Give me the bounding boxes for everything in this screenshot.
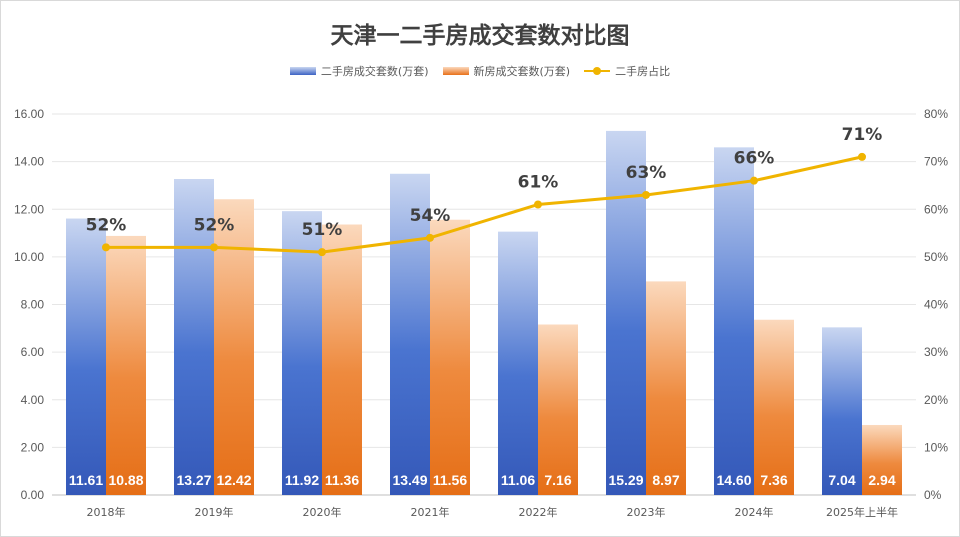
x-tick-label: 2019年 bbox=[195, 505, 234, 519]
bar-value-label-secondhand: 11.92 bbox=[285, 472, 319, 488]
ratio-point bbox=[102, 243, 110, 252]
bar-value-label-new: 7.16 bbox=[544, 472, 571, 488]
y-left-tick-label: 2.00 bbox=[21, 440, 45, 454]
ratio-point bbox=[750, 176, 758, 185]
y-right-tick-label: 30% bbox=[924, 345, 948, 359]
legend-swatch-ratio bbox=[584, 67, 611, 75]
bar-secondhand bbox=[66, 218, 106, 496]
ratio-point bbox=[642, 190, 650, 199]
bar-value-label-new: 12.42 bbox=[216, 472, 251, 488]
bar-new bbox=[862, 424, 902, 495]
bar-value-label-secondhand: 11.06 bbox=[501, 472, 535, 488]
bar-secondhand bbox=[606, 130, 646, 496]
y-left-tick-label: 0.00 bbox=[21, 488, 45, 502]
bar-value-label-secondhand: 15.29 bbox=[608, 472, 643, 488]
bar-value-label-new: 8.97 bbox=[652, 472, 679, 488]
y-left-tick-label: 16.00 bbox=[14, 107, 44, 121]
ratio-line bbox=[106, 155, 863, 254]
legend-label-secondhand: 二手房成交套数(万套) bbox=[320, 65, 429, 78]
legend-swatch-new bbox=[442, 67, 469, 75]
bar-secondhand bbox=[822, 327, 862, 495]
legend-swatch-secondhand bbox=[289, 67, 316, 75]
legend-item-new: 新房成交套数(万套) bbox=[442, 63, 571, 79]
bar-value-label-secondhand: 13.27 bbox=[176, 472, 211, 488]
y-left-tick-label: 6.00 bbox=[21, 345, 45, 359]
bar-value-label-new: 11.56 bbox=[433, 472, 467, 488]
ratio-point bbox=[210, 243, 218, 252]
bar-value-label-secondhand: 11.61 bbox=[69, 472, 103, 488]
y-right-tick-label: 80% bbox=[924, 107, 948, 121]
y-right-tick-label: 50% bbox=[924, 250, 948, 264]
bar-value-label-secondhand: 14.60 bbox=[716, 472, 751, 488]
ratio-point bbox=[858, 152, 866, 161]
legend-item-secondhand: 二手房成交套数(万套) bbox=[289, 63, 429, 79]
legend-label-ratio: 二手房占比 bbox=[615, 65, 671, 78]
y-right-tick-label: 60% bbox=[924, 202, 948, 216]
bar-value-label-new: 2.94 bbox=[868, 472, 895, 488]
x-tick-label: 2024年 bbox=[735, 505, 774, 519]
ratio-value-label: 61% bbox=[518, 172, 559, 192]
ratio-point bbox=[426, 233, 434, 242]
bar-new bbox=[538, 324, 578, 495]
y-left-tick-label: 4.00 bbox=[21, 393, 45, 407]
bar-new bbox=[646, 281, 686, 495]
x-tick-label: 2021年 bbox=[411, 505, 450, 519]
bar-secondhand bbox=[390, 173, 430, 495]
x-tick-label: 2025年上半年 bbox=[826, 505, 898, 519]
bar-value-label-secondhand: 7.04 bbox=[828, 472, 855, 488]
ratio-value-label: 52% bbox=[86, 215, 127, 235]
bar-new bbox=[106, 235, 146, 496]
bar-new bbox=[214, 199, 254, 495]
y-left-tick-label: 14.00 bbox=[14, 155, 44, 169]
ratio-value-label: 71% bbox=[842, 125, 883, 145]
x-tick-label: 2023年 bbox=[627, 505, 666, 519]
bar-new bbox=[430, 219, 470, 496]
y-left-tick-label: 12.00 bbox=[14, 202, 44, 216]
bar-secondhand bbox=[498, 231, 538, 496]
ratio-value-label: 54% bbox=[410, 206, 451, 226]
y-right-tick-label: 10% bbox=[924, 440, 948, 454]
x-tick-label: 2022年 bbox=[519, 505, 558, 519]
y-right-tick-label: 70% bbox=[924, 155, 948, 169]
bar-value-label-new: 11.36 bbox=[325, 472, 359, 488]
bar-value-label-new: 7.36 bbox=[760, 472, 787, 488]
y-left-tick-label: 8.00 bbox=[21, 298, 45, 312]
ratio-value-label: 51% bbox=[302, 220, 343, 240]
y-right-tick-label: 20% bbox=[924, 393, 948, 407]
legend-label-new: 新房成交套数(万套) bbox=[473, 65, 571, 78]
bar-secondhand bbox=[714, 147, 754, 495]
bar-secondhand bbox=[282, 211, 322, 495]
ratio-value-label: 63% bbox=[626, 163, 667, 183]
y-right-tick-label: 40% bbox=[924, 298, 948, 312]
ratio-value-label: 66% bbox=[734, 149, 775, 169]
bar-new bbox=[322, 224, 362, 496]
legend-item-ratio: 二手房占比 bbox=[584, 63, 670, 79]
ratio-point bbox=[534, 200, 542, 209]
bar-secondhand bbox=[174, 179, 214, 495]
y-left-tick-label: 10.00 bbox=[14, 250, 44, 264]
ratio-value-label: 52% bbox=[194, 215, 235, 235]
bar-value-label-secondhand: 13.49 bbox=[392, 472, 427, 488]
y-right-tick-label: 0% bbox=[924, 488, 942, 502]
bar-new bbox=[754, 319, 794, 495]
x-tick-label: 2018年 bbox=[87, 505, 126, 519]
x-tick-label: 2020年 bbox=[303, 505, 342, 519]
chart-legend: 二手房成交套数(万套) 新房成交套数(万套) 二手房占比 bbox=[0, 63, 960, 79]
chart-title: 天津一二手房成交套数对比图 bbox=[330, 23, 630, 49]
ratio-point bbox=[318, 248, 326, 257]
bar-value-label-new: 10.88 bbox=[108, 472, 143, 488]
